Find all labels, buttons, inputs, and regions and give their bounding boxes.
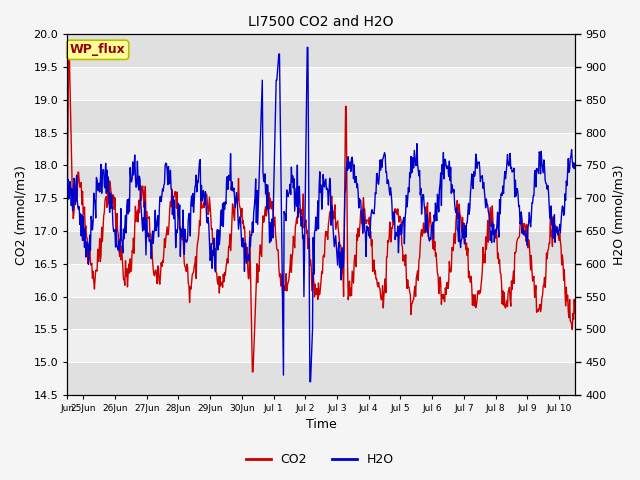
Bar: [67, 231, 575, 264]
X-axis label: Time: Time: [306, 419, 337, 432]
Bar: [67, 297, 575, 329]
Text: WP_flux: WP_flux: [70, 43, 125, 56]
Bar: [67, 264, 575, 297]
Bar: [67, 100, 575, 132]
Y-axis label: H2O (mmol/m3): H2O (mmol/m3): [612, 164, 625, 265]
Bar: [67, 166, 575, 198]
Bar: [67, 132, 575, 166]
Bar: [67, 67, 575, 100]
Bar: [67, 362, 575, 395]
Bar: [67, 329, 575, 362]
Title: LI7500 CO2 and H2O: LI7500 CO2 and H2O: [248, 15, 394, 29]
Legend: CO2, H2O: CO2, H2O: [241, 448, 399, 471]
Bar: [67, 35, 575, 67]
Y-axis label: CO2 (mmol/m3): CO2 (mmol/m3): [15, 165, 28, 264]
Bar: [67, 198, 575, 231]
